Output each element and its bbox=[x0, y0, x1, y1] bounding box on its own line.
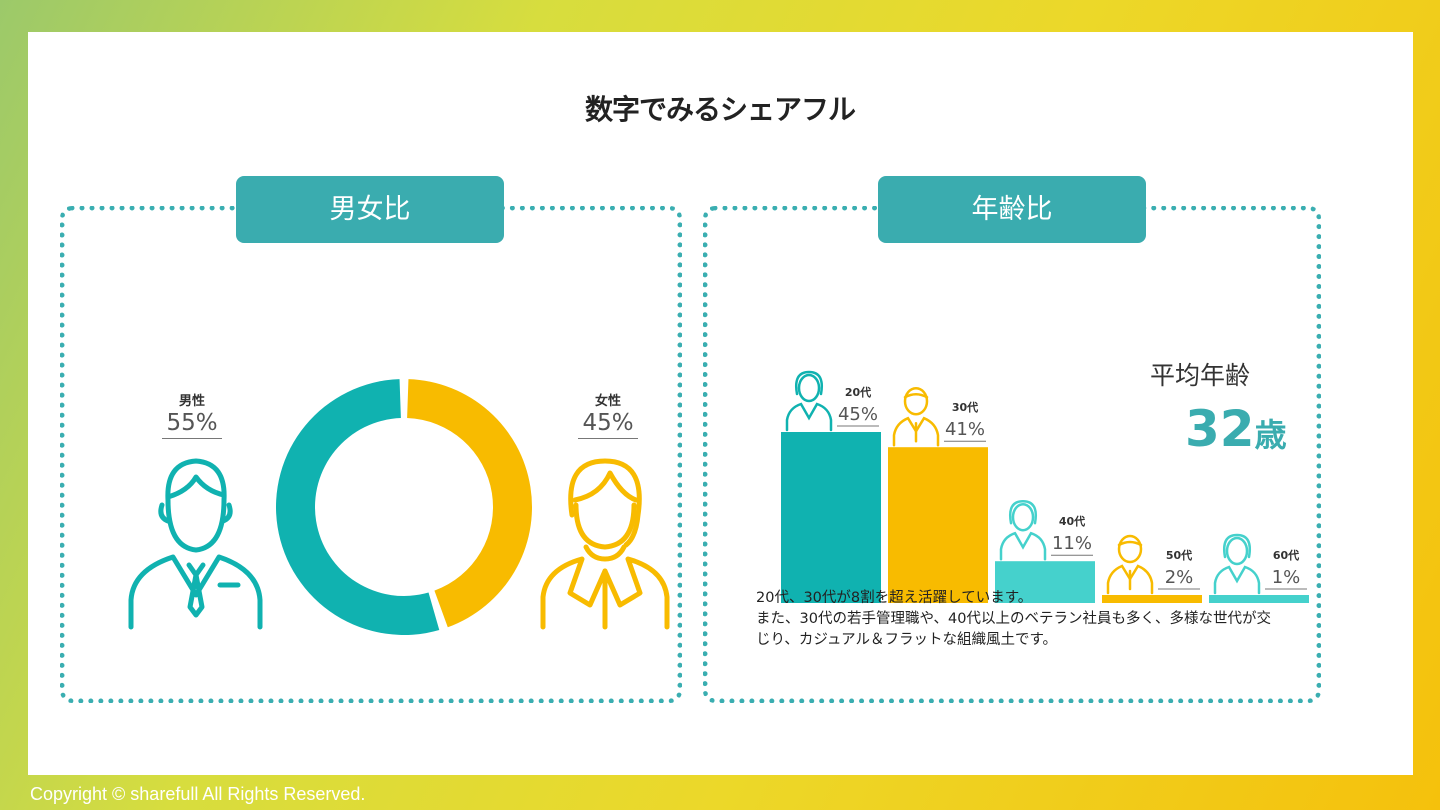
average-age-unit: 歳 bbox=[1254, 416, 1287, 454]
age-person-icon-40s bbox=[999, 499, 1047, 561]
female-label: 女性 bbox=[594, 394, 621, 409]
age-panel-heading: 年齢比 bbox=[878, 176, 1146, 243]
age-bar-40s bbox=[995, 561, 1095, 603]
female-percent: 45% bbox=[578, 410, 638, 439]
copyright-text: Copyright © sharefull All Rights Reserve… bbox=[30, 784, 366, 804]
age-person-icon-30s bbox=[892, 386, 940, 447]
male-label: 男性 bbox=[178, 394, 205, 409]
age-bar-50s bbox=[1102, 595, 1202, 603]
age-person-icon-20s bbox=[785, 370, 833, 432]
age-bar-20s bbox=[781, 432, 881, 603]
donut-slice-male bbox=[276, 379, 440, 636]
age-category-label: 40代 bbox=[1059, 514, 1085, 528]
page-title: 数字でみるシェアフル bbox=[584, 93, 856, 126]
gender-panel-heading: 男女比 bbox=[236, 176, 504, 243]
age-category-label: 20代 bbox=[845, 385, 871, 399]
age-bar-30s bbox=[888, 447, 988, 603]
age-bar-60s bbox=[1209, 595, 1309, 603]
male-person-icon bbox=[128, 455, 263, 630]
age-category-label: 30代 bbox=[952, 400, 978, 414]
age-person-icon-50s bbox=[1106, 534, 1154, 595]
age-percent-label: 2% bbox=[1165, 567, 1194, 588]
average-age-value: 32 bbox=[1185, 400, 1255, 458]
age-description: 20代、30代が8割を超え活躍しています。 また、30代の若手管理職や、40代以… bbox=[756, 590, 1271, 648]
slide-background bbox=[28, 32, 1413, 775]
donut-slice-female bbox=[407, 379, 532, 628]
age-percent-label: 41% bbox=[945, 419, 985, 440]
age-category-label: 60代 bbox=[1273, 548, 1299, 562]
age-percent-label: 45% bbox=[838, 404, 878, 425]
average-age: 32歳 bbox=[1185, 400, 1287, 458]
age-percent-label: 1% bbox=[1272, 567, 1301, 588]
age-category-label: 50代 bbox=[1166, 548, 1192, 562]
age-person-icon-60s bbox=[1213, 533, 1261, 595]
female-person-icon bbox=[540, 455, 670, 630]
age-percent-label: 11% bbox=[1052, 533, 1092, 554]
average-age-label: 平均年齢 bbox=[1150, 361, 1251, 390]
male-percent: 55% bbox=[162, 410, 222, 439]
